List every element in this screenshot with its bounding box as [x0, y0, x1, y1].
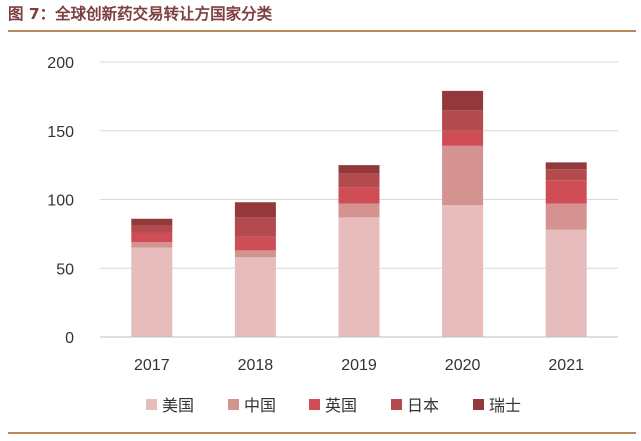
x-tick-label: 2021: [548, 357, 584, 374]
bars: [131, 90, 587, 337]
y-tick-label: 0: [65, 330, 74, 347]
bar-segment-2019-2: [338, 203, 380, 218]
bar-segment-2020-2: [442, 145, 484, 205]
bar-segment-2018-5: [234, 202, 276, 218]
bar-segment-2018-1: [234, 257, 276, 337]
bar-segment-2019-3: [338, 187, 380, 204]
legend-label: 英国: [325, 396, 357, 415]
bar-segment-2020-3: [442, 130, 484, 146]
bar-segment-2017-3: [131, 232, 173, 243]
bar-segment-2017-1: [131, 247, 173, 337]
bar-segment-2021-3: [545, 180, 587, 204]
bar-segment-2021-4: [545, 169, 587, 181]
bar-segment-2018-2: [234, 250, 276, 258]
y-tick-label: 150: [47, 124, 74, 141]
legend-swatch: [473, 399, 484, 410]
bar-segment-2020-4: [442, 110, 484, 131]
legend-label: 日本: [407, 396, 439, 415]
legend-label: 中国: [244, 396, 276, 415]
x-tick-label: 2017: [134, 357, 170, 374]
bar-segment-2019-1: [338, 217, 380, 337]
bar-segment-2021-1: [545, 229, 587, 337]
bar-segment-2018-4: [234, 217, 276, 237]
bottom-rule: [8, 432, 636, 434]
bar-segment-2021-5: [545, 162, 587, 170]
bar-segment-2017-4: [131, 225, 173, 233]
legend-swatch: [309, 399, 320, 410]
y-tick-label: 100: [47, 193, 74, 210]
y-tick-label: 200: [47, 55, 74, 72]
x-axis-tick-labels: 2017 2018 2019 2020 2021: [134, 357, 584, 374]
bar-segment-2018-3: [234, 236, 276, 251]
bar-segment-2020-5: [442, 90, 484, 111]
title-underline: [8, 30, 636, 32]
legend-swatch: [391, 399, 402, 410]
legend: 美国 中国 英国 日本 瑞士: [146, 396, 521, 415]
bar-segment-2019-4: [338, 173, 380, 188]
bar-segment-2017-2: [131, 242, 173, 248]
legend-label: 瑞士: [489, 396, 521, 415]
y-tick-label: 50: [56, 261, 74, 278]
figure-title: 图 7：全球创新药交易转让方国家分类: [8, 5, 273, 23]
legend-label: 美国: [162, 396, 194, 415]
bar-segment-2019-5: [338, 165, 380, 174]
x-tick-label: 2020: [445, 357, 481, 374]
legend-swatch: [146, 399, 157, 410]
x-tick-label: 2019: [341, 357, 377, 374]
y-axis-tick-labels: 0 50 100 150 200: [47, 55, 74, 347]
x-tick-label: 2018: [238, 357, 274, 374]
bar-segment-2020-1: [442, 205, 484, 337]
bar-segment-2021-2: [545, 203, 587, 230]
legend-swatch: [228, 399, 239, 410]
bar-segment-2017-5: [131, 218, 173, 226]
